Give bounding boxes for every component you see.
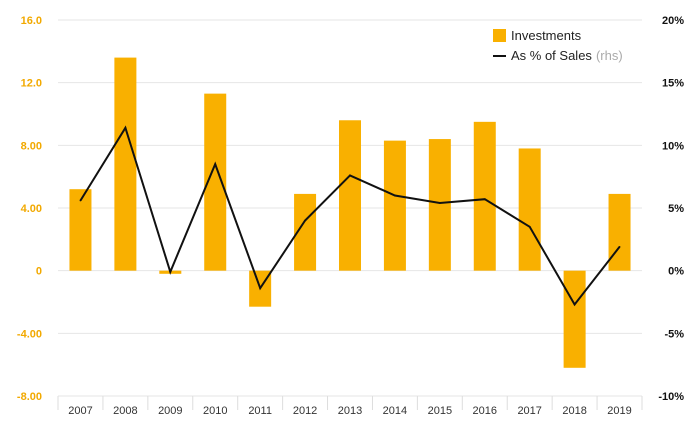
bar-2016 xyxy=(473,121,496,271)
left-tick-label: -4.00 xyxy=(17,328,42,340)
line-point-2019 xyxy=(618,245,621,248)
line-point-2012 xyxy=(304,219,306,222)
line-point-2010 xyxy=(214,163,217,166)
bar-2010 xyxy=(204,93,227,271)
x-tick-label: 2009 xyxy=(158,405,182,417)
right-y-axis: 20% 15% 10% 5% 0% -5% -10% xyxy=(658,15,684,403)
x-axis: 2007 2008 2009 2010 2011 2012 2013 2014 2015 2016… xyxy=(57,396,643,417)
x-tick-label: 2016 xyxy=(473,405,497,417)
line-point-2017 xyxy=(528,225,531,228)
x-tick-label: 2019 xyxy=(607,405,631,417)
line-point-2011 xyxy=(259,287,262,290)
x-tick-label: 2011 xyxy=(248,405,272,417)
x-tick-label: 2008 xyxy=(113,405,137,417)
line-point-2015 xyxy=(438,202,441,204)
bar-2019 xyxy=(608,193,631,271)
x-tick-label: 2014 xyxy=(383,405,407,417)
left-tick-label: 4.00 xyxy=(21,203,42,215)
bar-2012 xyxy=(294,193,317,271)
right-tick-label: 15% xyxy=(662,78,684,90)
line-series xyxy=(79,125,621,307)
x-tick-label: 2012 xyxy=(293,405,317,417)
bar-series xyxy=(69,57,631,368)
x-tick-label: 2013 xyxy=(338,405,362,417)
right-tick-label: 0% xyxy=(668,266,684,278)
bar-2014 xyxy=(383,140,406,271)
x-tick-label: 2017 xyxy=(517,405,541,417)
line-point-2014 xyxy=(394,194,396,197)
x-tick-label: 2015 xyxy=(428,405,452,417)
legend: Investments As % of Sales (rhs) xyxy=(493,28,623,63)
left-tick-label: -8.00 xyxy=(17,391,42,403)
legend-label-sales: As % of Sales (rhs) xyxy=(511,48,623,63)
right-tick-label: 20% xyxy=(662,15,684,27)
left-tick-label: 12.0 xyxy=(21,78,42,90)
line-point-2018 xyxy=(573,303,576,306)
bar-2018 xyxy=(563,270,586,368)
left-tick-label: 8.00 xyxy=(21,140,42,152)
legend-label-sales-name: As % of Sales xyxy=(511,48,592,63)
right-tick-label: 5% xyxy=(668,203,684,215)
legend-label-investments: Investments xyxy=(511,28,582,43)
x-tick-label: 2010 xyxy=(203,405,227,417)
line-point-2016 xyxy=(483,198,486,201)
bar-2007 xyxy=(69,189,92,271)
line-point-2013 xyxy=(349,174,351,177)
right-tick-label: -10% xyxy=(658,391,684,403)
legend-label-sales-suffix: (rhs) xyxy=(596,48,623,63)
x-tick-label: 2018 xyxy=(562,405,586,417)
legend-swatch-investments xyxy=(493,29,506,42)
line-point-2009 xyxy=(169,271,172,273)
bar-2013 xyxy=(339,120,361,271)
left-tick-label: 16.0 xyxy=(21,15,42,27)
bar-2015 xyxy=(428,139,451,271)
left-y-axis: 16.0 12.0 8.00 4.00 0 -4.00 -8.00 xyxy=(17,15,42,403)
right-tick-label: 10% xyxy=(662,140,684,152)
x-tick-label: 2007 xyxy=(68,405,92,417)
right-tick-label: -5% xyxy=(664,328,684,340)
left-tick-label: 0 xyxy=(36,266,42,278)
bar-2017 xyxy=(518,148,541,271)
line-point-2007 xyxy=(79,199,82,202)
bar-2008 xyxy=(114,57,137,271)
line-point-2008 xyxy=(124,126,127,129)
